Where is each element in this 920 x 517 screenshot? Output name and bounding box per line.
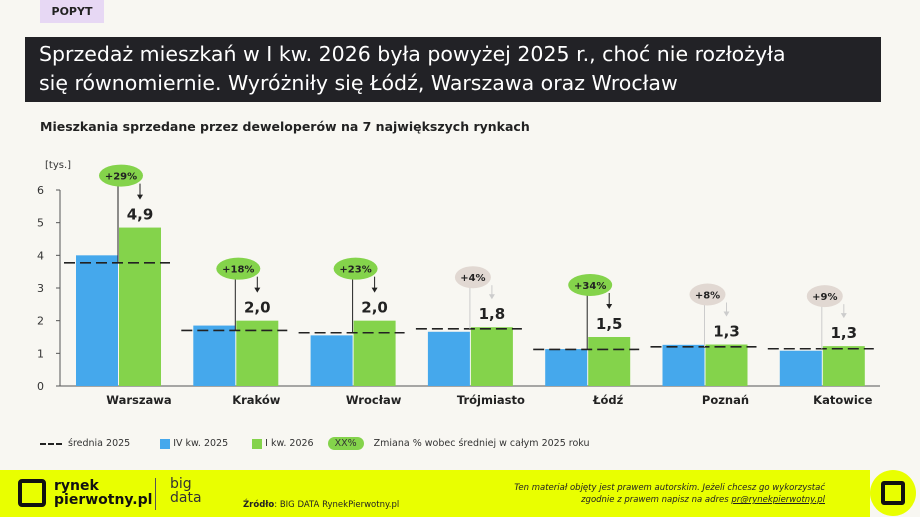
logo-square-icon [18,479,46,507]
email-link[interactable]: pr@rynekpierwotny.pl [731,495,825,505]
legend-q4-label: IV kw. 2025 [173,438,229,449]
bar-q1-2026 [236,320,279,386]
data-label: 1,3 [831,324,858,342]
change-label: +34% [574,281,606,292]
category-label: Poznań [702,393,749,407]
title-line-1: Sprzedaż mieszkań w I kw. 2026 była powy… [39,42,786,66]
bar-q1-2026 [822,346,865,386]
copyright-note: Ten materiał objęty jest prawem autorski… [514,482,825,506]
bar-q4-2025 [76,255,118,386]
legend-q1-swatch [252,438,263,449]
data-label: 2,0 [244,299,271,317]
bar-q1-2026 [119,227,161,386]
logo-square-icon [881,481,905,505]
change-label: +9% [812,292,837,303]
copy-line-1: Ten materiał objęty jest prawem autorski… [514,483,825,493]
data-label: 1,3 [713,323,740,341]
legend-avg-label: średnia 2025 [68,438,131,449]
y-axis-unit: [tys.] [45,160,71,171]
legend-q1-label: I kw. 2026 [265,438,314,449]
y-tick-label: 3 [37,282,44,295]
arrow-down-icon [137,194,143,200]
change-bubble [568,274,613,296]
change-label: +18% [222,265,254,276]
y-tick-label: 6 [37,184,44,197]
bar-q4-2025 [193,325,236,386]
bar-q1-2026 [705,344,748,386]
bar-q1-2026 [588,337,631,386]
category-label: Warszawa [106,393,171,407]
chart-title: Mieszkania sprzedane przez deweloperów n… [40,119,530,134]
bigdata-1: big [170,476,192,492]
page-title: Sprzedaż mieszkań w I kw. 2026 była powy… [25,37,881,102]
y-tick-label: 5 [37,217,44,230]
bar-q1-2026 [470,327,513,386]
data-label: 4,9 [127,206,154,224]
data-label: 1,8 [479,305,506,323]
logo-text-2: pierwotny.pl [54,492,153,508]
category-label: Kraków [232,393,281,407]
bar-q4-2025 [427,331,470,386]
change-label: +4% [460,273,485,284]
change-label: +29% [105,172,137,183]
bar-q4-2025 [779,350,822,386]
category-label: Trójmiasto [457,393,525,407]
data-label: 2,0 [361,299,388,317]
arrow-down-icon [371,287,378,293]
bar-chart: [tys.] 0 1 2 3 4 5 6 Warszawa +29% 4,9 Kraków +18% 2,… [37,160,880,407]
section-tag: POPYT [40,0,104,23]
change-bubble [689,283,726,306]
source: Źródło: BIG DATA RynekPierwotny.pl [243,500,399,510]
bar-q4-2025 [545,349,588,386]
arrow-down-icon [606,304,613,309]
y-tick-label: 1 [37,347,44,360]
rynekpierwotny-logo: rynek pierwotny.pl [18,479,152,507]
legend-bubble: XX% [327,437,364,450]
legend-bubble-desc: Zmiana % wobec średniej w całym 2025 rok… [373,438,590,449]
logo-text-1: rynek [54,478,99,494]
category-label: Łódź [592,393,624,407]
divider [155,478,156,510]
y-tick-label: 2 [37,315,44,328]
change-label: +8% [695,291,720,302]
change-bubble [806,285,843,308]
source-text: : BIG DATA RynekPierwotny.pl [274,500,400,510]
change-bubble [454,266,491,289]
category-label: Wrocław [346,393,402,407]
y-tick-label: 4 [37,249,44,262]
data-label: 1,5 [596,315,623,333]
change-bubble [99,164,143,187]
y-tick-label: 0 [37,380,44,393]
arrow-down-icon [254,287,261,293]
bar-q4-2025 [310,335,353,386]
arrow-down-icon [840,313,847,319]
arrow-down-icon [723,311,730,317]
bar-q1-2026 [353,320,396,386]
bigdata-logo: big data [170,477,202,505]
legend-q4-swatch [160,438,171,449]
change-bubble [216,257,261,280]
corner-logo [870,470,916,516]
footer: rynek pierwotny.pl big data Źródło: BIG DA… [0,470,870,517]
copy-line-2: zgodnie z prawem napisz na adres [581,495,732,505]
legend: średnia 2025 IV kw. 2025 I kw. 2026 XX% … [40,437,596,450]
title-line-2: się równomiernie. Wyróżniły się Łódź, Wa… [39,71,678,95]
bigdata-2: data [170,490,202,506]
legend-avg-swatch [40,443,62,445]
category-label: Katowice [813,393,872,407]
change-label: +23% [339,265,371,276]
bar-q4-2025 [662,344,705,386]
arrow-down-icon [488,294,495,300]
change-bubble [333,257,378,280]
source-label: Źródło [243,500,275,510]
